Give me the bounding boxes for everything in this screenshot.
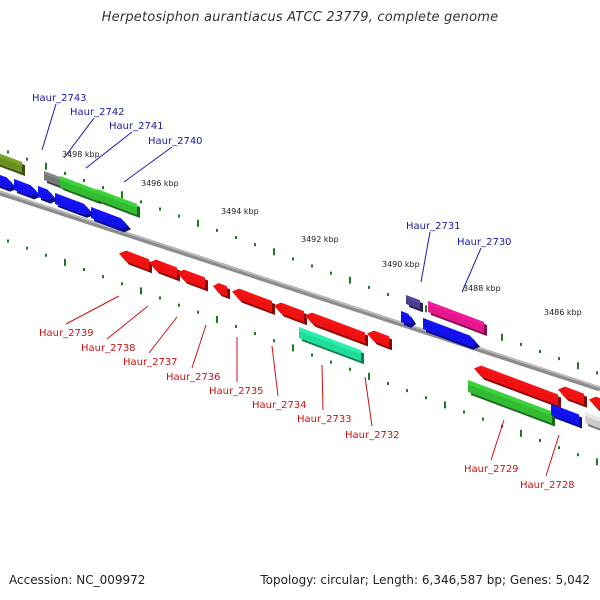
- gene-red: [149, 259, 180, 282]
- backbone-line: [0, 190, 600, 392]
- scale-label: 3498 kbp: [62, 150, 100, 159]
- label-connector: [85, 131, 133, 169]
- gene-green: [60, 176, 101, 205]
- genome-backbone: [0, 190, 600, 392]
- gene-red: [274, 302, 307, 326]
- scale-label: 3494 kbp: [221, 207, 259, 216]
- gene-blue: [38, 186, 57, 204]
- gene-label: Haur_2738: [81, 343, 136, 354]
- label-connector: [191, 324, 207, 369]
- gene-blue: [423, 318, 480, 350]
- text-labels: 3498 kbp 3496 kbp 3494 kbp 3492 kbp 3490 kbp…: [32, 93, 582, 491]
- gene-lightgrey: [585, 412, 600, 431]
- scale-label: 3492 kbp: [301, 235, 339, 244]
- gene-features: [0, 153, 600, 431]
- accession-text: Accession: NC_009972: [9, 573, 146, 587]
- gene-green: [468, 380, 555, 427]
- gene-label: Haur_2734: [252, 400, 307, 411]
- label-connector: [545, 434, 560, 477]
- label-connectors: [41, 103, 560, 477]
- label-connector: [490, 419, 505, 461]
- gene-red: [367, 330, 392, 351]
- scale-label: 3496 kbp: [141, 179, 179, 188]
- gene-label: Haur_2728: [520, 480, 575, 491]
- scale-label: 3486 kbp: [544, 308, 582, 317]
- gene-label: Haur_2736: [166, 372, 221, 383]
- gene-blue: [401, 311, 416, 328]
- gene-label: Haur_2733: [297, 414, 352, 425]
- gene-red: [119, 250, 152, 274]
- label-connector: [461, 247, 482, 293]
- gene-green: [97, 189, 140, 218]
- gene-red: [177, 269, 208, 292]
- gene-grey: [44, 171, 63, 189]
- gene-label: Haur_2729: [464, 464, 519, 475]
- label-connector: [420, 231, 431, 283]
- gene-blue: [55, 193, 94, 218]
- gene-red: [305, 312, 368, 347]
- label-connector: [63, 117, 95, 159]
- gene-label: Haur_2740: [148, 136, 203, 147]
- gene-red: [474, 365, 561, 409]
- gene-label: Haur_2742: [70, 107, 125, 118]
- gene-red: [558, 386, 587, 408]
- gene-label: Haur_2735: [209, 386, 264, 397]
- label-connector: [106, 305, 149, 340]
- backbone-highlight: [0, 190, 600, 389]
- gene-red: [589, 396, 600, 411]
- label-connector: [271, 345, 279, 397]
- scale-label: 3490 kbp: [382, 260, 420, 269]
- gene-label: Haur_2737: [123, 357, 178, 368]
- label-connector: [148, 316, 178, 354]
- gene-label: Haur_2730: [457, 237, 512, 248]
- gene-blue: [91, 207, 131, 233]
- label-connector: [41, 103, 57, 151]
- gene-magenta: [428, 301, 487, 336]
- gene-teal: [299, 327, 364, 365]
- gene-label: Haur_2732: [345, 430, 400, 441]
- gene-blue: [14, 179, 41, 200]
- label-connector: [65, 295, 120, 325]
- genome-summary-text: Topology: circular; Length: 6,346,587 bp…: [260, 573, 590, 587]
- scale-label: 3488 kbp: [463, 284, 501, 293]
- gene-purple: [406, 295, 423, 313]
- gene-blue: [0, 175, 17, 192]
- gene-blue: [551, 404, 582, 429]
- gene-label: Haur_2731: [406, 221, 461, 232]
- gene-red: [232, 288, 275, 315]
- label-connector: [123, 146, 173, 183]
- label-connector: [364, 376, 373, 427]
- label-connector: [321, 364, 324, 411]
- gene-olive: [0, 153, 25, 176]
- gene-label: Haur_2743: [32, 93, 87, 104]
- gene-label: Haur_2739: [39, 328, 94, 339]
- gene-label: Haur_2741: [109, 121, 164, 132]
- map-title: Herpetosiphon aurantiacus ATCC 23779, co…: [101, 10, 499, 25]
- gene-red: [213, 283, 230, 300]
